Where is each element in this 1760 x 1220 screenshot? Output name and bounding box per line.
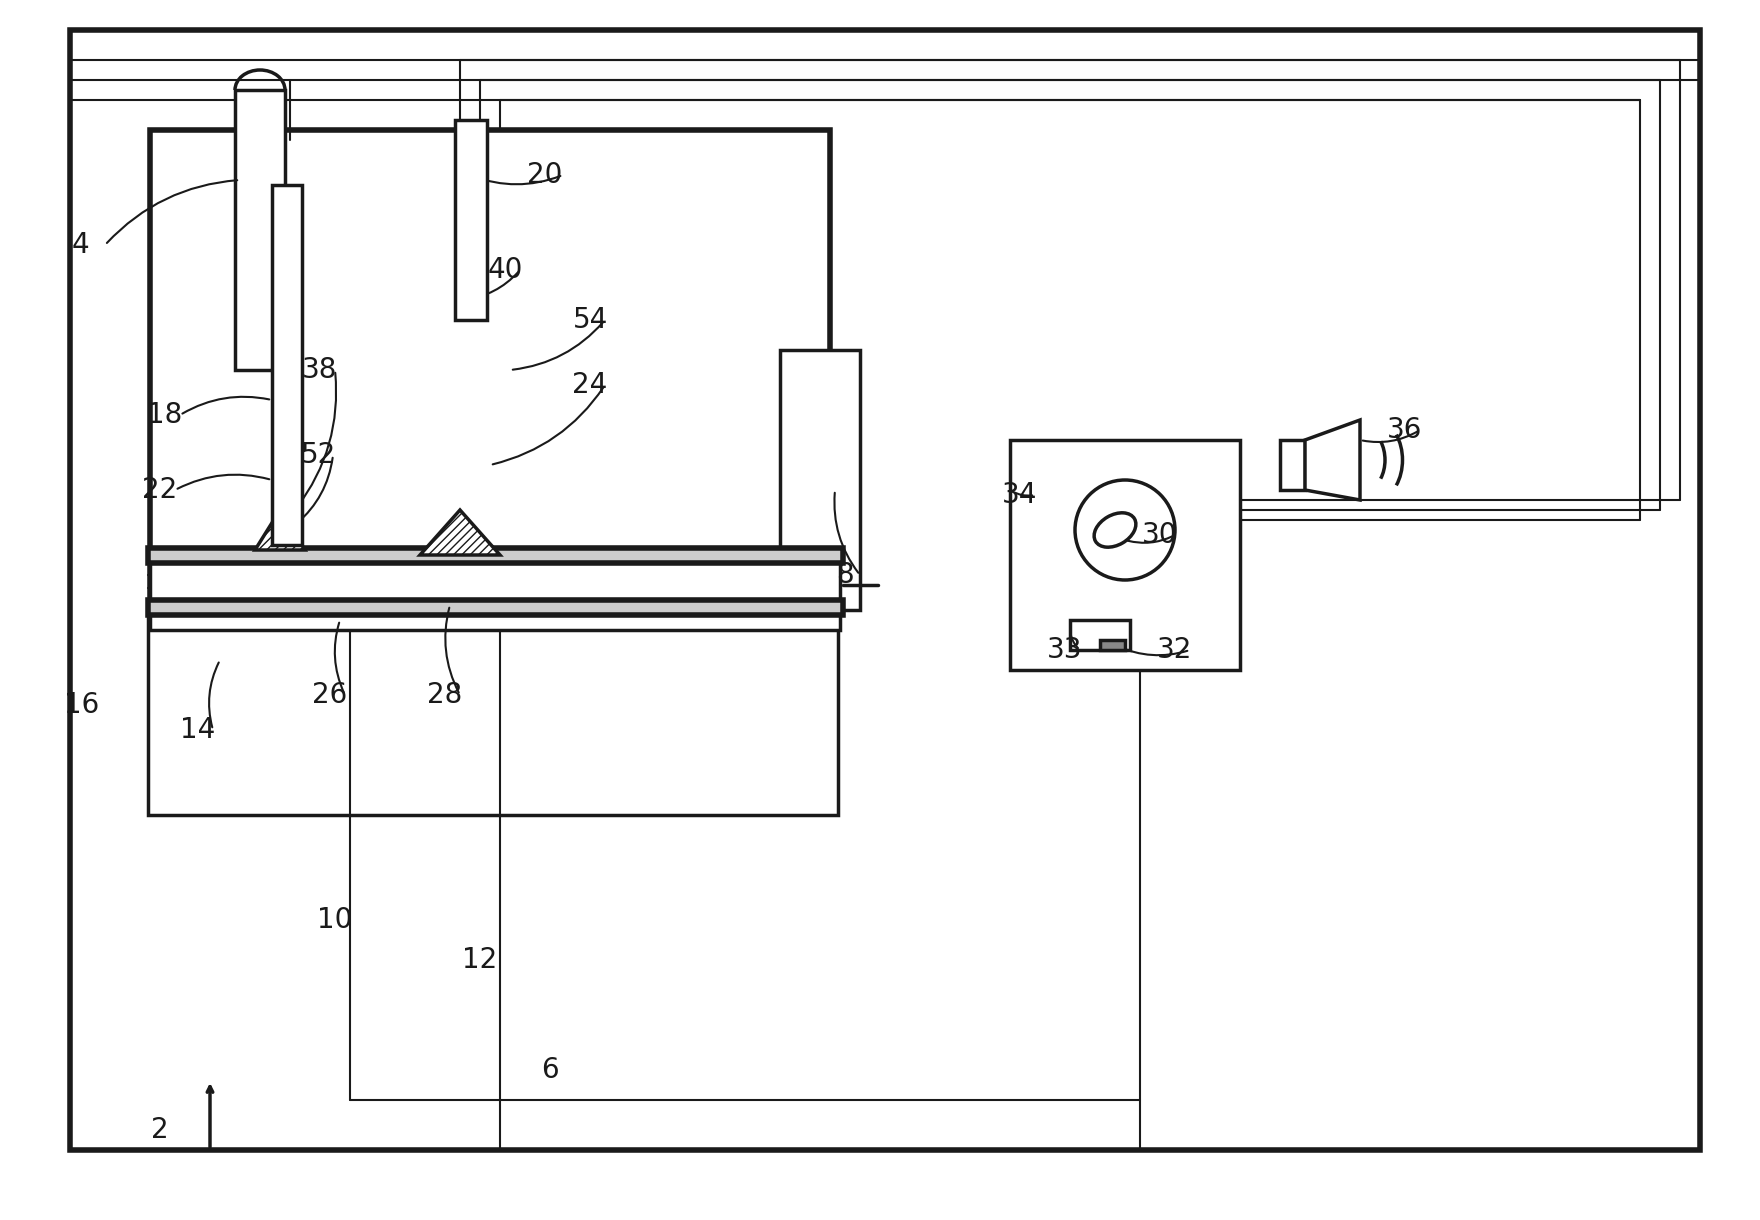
Polygon shape (1304, 420, 1360, 500)
Bar (1010, 440, 1241, 670)
Text: 24: 24 (572, 371, 607, 399)
Bar (1280, 440, 1304, 490)
Text: 4: 4 (70, 231, 88, 259)
Bar (148, 615, 838, 815)
Text: 10: 10 (317, 906, 352, 935)
Bar (1100, 640, 1125, 650)
Bar (236, 90, 285, 370)
Bar (148, 548, 843, 562)
Text: 6: 6 (540, 1057, 560, 1085)
Text: 40: 40 (488, 256, 523, 284)
Text: 32: 32 (1158, 636, 1193, 664)
Ellipse shape (1095, 512, 1135, 548)
Text: 2: 2 (151, 1116, 169, 1144)
Bar (1070, 620, 1130, 650)
Bar (273, 185, 303, 545)
Circle shape (1075, 479, 1176, 580)
Bar (150, 131, 831, 710)
Bar (148, 600, 843, 615)
Text: 33: 33 (1047, 636, 1082, 664)
Text: 34: 34 (1001, 481, 1038, 509)
Polygon shape (421, 510, 500, 555)
Text: 38: 38 (303, 356, 338, 384)
Text: 12: 12 (463, 946, 498, 974)
Text: 28: 28 (428, 681, 463, 709)
Bar (150, 600, 840, 630)
Text: 54: 54 (572, 306, 607, 334)
Text: 26: 26 (312, 681, 348, 709)
Text: 52: 52 (301, 440, 336, 468)
Text: 36: 36 (1387, 416, 1422, 444)
Text: 16: 16 (65, 691, 100, 719)
Bar (456, 120, 488, 320)
Bar (780, 350, 861, 610)
Text: 30: 30 (1142, 521, 1177, 549)
Text: 8: 8 (836, 561, 854, 589)
Text: 22: 22 (143, 476, 178, 504)
Text: 20: 20 (528, 161, 563, 189)
Text: 18: 18 (148, 401, 183, 429)
Text: 14: 14 (180, 716, 216, 744)
Bar (150, 555, 840, 605)
Polygon shape (255, 510, 304, 550)
